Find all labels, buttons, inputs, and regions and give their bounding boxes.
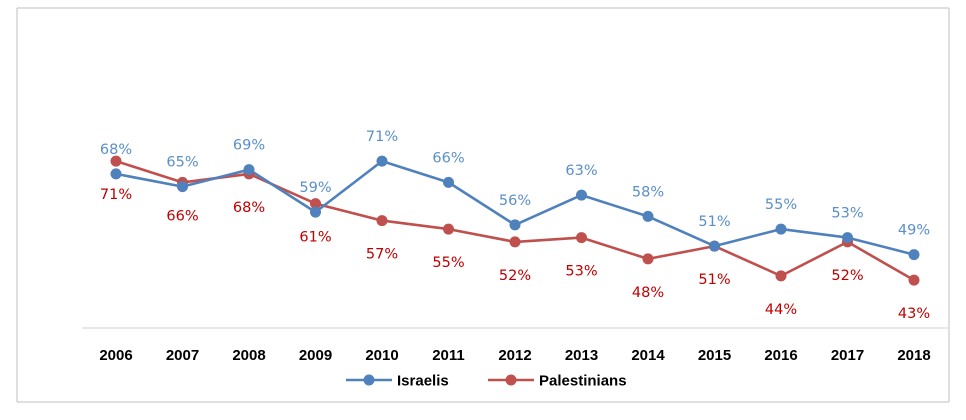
data-point-israelis-2008: [243, 164, 255, 176]
x-tick-label-2017: 2017: [831, 347, 864, 364]
x-tick-label-2015: 2015: [698, 347, 731, 364]
data-label-palestinians-2006: 71%: [100, 187, 132, 203]
legend-marker-palestinians: [505, 374, 517, 386]
data-label-israelis-2014: 58%: [632, 184, 664, 200]
x-tick-label-2018: 2018: [897, 347, 930, 364]
x-tick-label-2007: 2007: [166, 347, 199, 364]
x-axis-tick-labels: 2006 2007 2008 2009 2010 2011 2012 2013 2014 2015…: [99, 347, 930, 364]
data-label-palestinians-2011: 55%: [432, 255, 464, 271]
data-point-israelis-2012: [509, 219, 521, 231]
data-point-palestinians-2011: [443, 223, 454, 235]
data-point-palestinians-2018: [908, 274, 920, 286]
x-tick-label-2012: 2012: [498, 347, 531, 364]
data-label-israelis-2010: 71%: [366, 129, 398, 145]
data-point-palestinians-2012: [509, 236, 521, 248]
data-label-palestinians-2007: 66%: [166, 208, 198, 224]
data-label-palestinians-2012: 52%: [499, 268, 531, 284]
data-label-israelis-2016: 55%: [765, 197, 797, 213]
data-label-israelis-2007: 65%: [166, 155, 198, 171]
data-label-israelis-2015: 51%: [698, 214, 730, 230]
data-label-israelis-2012: 56%: [499, 193, 531, 209]
data-label-israelis-2006: 68%: [100, 142, 132, 158]
data-point-palestinians-2013: [576, 232, 587, 244]
x-tick-label-2010: 2010: [365, 347, 398, 364]
data-point-israelis-2016: [775, 223, 787, 235]
data-point-israelis-2015: [709, 240, 720, 252]
legend-label-palestinians: Palestinians: [539, 373, 627, 390]
data-label-israelis-2017: 53%: [831, 206, 863, 222]
data-label-palestinians-2015: 51%: [698, 272, 730, 288]
legend: Israelis Palestinians: [346, 373, 627, 390]
data-label-palestinians-2018: 43%: [898, 306, 930, 322]
data-label-israelis-2018: 49%: [898, 223, 930, 239]
x-tick-label-2014: 2014: [631, 347, 665, 364]
data-label-palestinians-2008: 68%: [233, 200, 265, 216]
data-point-palestinians-2009: [310, 198, 321, 210]
data-label-israelis-2009: 59%: [299, 180, 331, 196]
data-point-israelis-2011: [443, 176, 454, 188]
data-point-israelis-2009: [310, 206, 321, 218]
legend-label-israelis: Israelis: [397, 373, 449, 390]
data-label-palestinians-2016: 44%: [765, 302, 797, 318]
data-label-palestinians-2017: 52%: [831, 268, 863, 284]
series-markers: [110, 155, 920, 286]
x-tick-label-2009: 2009: [299, 347, 332, 364]
data-point-palestinians-2010: [376, 215, 388, 227]
data-label-palestinians-2014: 48%: [632, 285, 664, 301]
data-label-israelis-2013: 63%: [565, 163, 597, 179]
data-point-israelis-2017: [842, 232, 853, 244]
data-point-israelis-2014: [642, 210, 654, 222]
data-point-palestinians-2006: [110, 155, 122, 167]
data-point-israelis-2010: [376, 155, 388, 167]
data-label-israelis-2008: 69%: [233, 138, 265, 154]
x-tick-label-2016: 2016: [764, 347, 797, 364]
x-tick-label-2006: 2006: [99, 347, 132, 364]
data-label-palestinians-2013: 53%: [565, 264, 597, 280]
data-label-israelis-2011: 66%: [432, 150, 464, 166]
x-tick-label-2011: 2011: [432, 347, 465, 364]
data-point-israelis-2007: [177, 181, 188, 193]
data-labels: 68% 65% 69% 59% 71% 66% 56% 63% 58% 51% 55% 53% 49% 7…: [100, 129, 930, 322]
data-point-israelis-2013: [576, 189, 587, 201]
data-point-israelis-2006: [110, 168, 122, 180]
data-label-palestinians-2010: 57%: [366, 247, 398, 263]
data-point-palestinians-2014: [642, 253, 654, 265]
data-point-israelis-2018: [908, 249, 920, 261]
data-label-palestinians-2009: 61%: [299, 230, 331, 246]
x-tick-label-2013: 2013: [565, 347, 598, 364]
data-point-palestinians-2016: [775, 270, 787, 282]
x-tick-label-2008: 2008: [232, 347, 265, 364]
legend-marker-israelis: [363, 374, 375, 386]
